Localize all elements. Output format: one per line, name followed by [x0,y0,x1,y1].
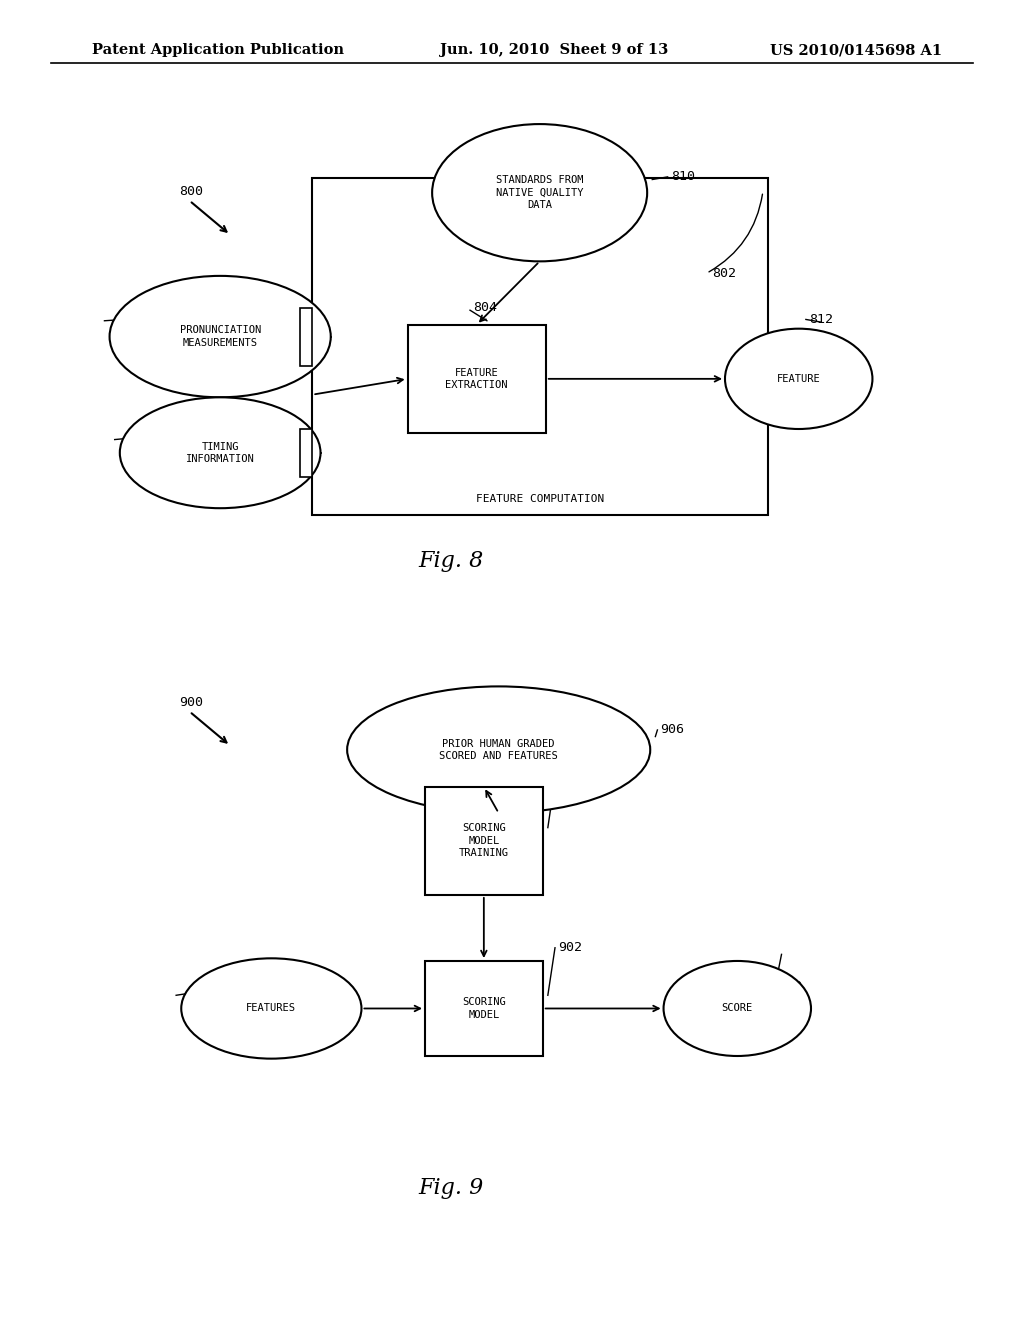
Ellipse shape [347,686,650,813]
Text: Jun. 10, 2010  Sheet 9 of 13: Jun. 10, 2010 Sheet 9 of 13 [440,44,669,57]
Ellipse shape [120,397,321,508]
Text: 810: 810 [671,170,694,183]
Bar [425,787,543,895]
Text: FEATURES: FEATURES [247,1003,296,1014]
Ellipse shape [181,958,361,1059]
Text: SCORING
MODEL
TRAINING: SCORING MODEL TRAINING [459,824,509,858]
Text: 802: 802 [712,267,735,280]
Text: PRONUNCIATION
MEASUREMENTS: PRONUNCIATION MEASUREMENTS [179,326,261,347]
Bar [300,308,312,366]
Text: SCORE: SCORE [722,1003,753,1014]
Ellipse shape [432,124,647,261]
Text: Fig. 8: Fig. 8 [418,550,483,572]
Bar [408,325,546,433]
Bar [300,429,312,477]
Text: TIMING
INFORMATION: TIMING INFORMATION [185,442,255,463]
Ellipse shape [110,276,331,397]
Text: 812: 812 [809,313,833,326]
Text: 902: 902 [558,941,582,954]
Ellipse shape [664,961,811,1056]
Text: FEATURE COMPUTATION: FEATURE COMPUTATION [475,494,604,504]
Text: 808: 808 [172,425,196,438]
Text: US 2010/0145698 A1: US 2010/0145698 A1 [770,44,942,57]
Text: 906: 906 [660,723,684,737]
Text: 900: 900 [179,696,203,709]
Text: PRIOR HUMAN GRADED
SCORED AND FEATURES: PRIOR HUMAN GRADED SCORED AND FEATURES [439,739,558,760]
Text: FEATURE: FEATURE [777,374,820,384]
Text: 804: 804 [473,301,497,314]
Bar [312,178,768,515]
Text: Patent Application Publication: Patent Application Publication [92,44,344,57]
Ellipse shape [725,329,872,429]
Text: 910: 910 [207,979,230,993]
Text: SCORING
MODEL: SCORING MODEL [462,998,506,1019]
Text: FEATURE
EXTRACTION: FEATURE EXTRACTION [445,368,508,389]
Text: Fig. 9: Fig. 9 [418,1177,483,1199]
Text: 904: 904 [558,772,582,785]
Text: 800: 800 [179,185,203,198]
Bar [425,961,543,1056]
Text: STANDARDS FROM
NATIVE QUALITY
DATA: STANDARDS FROM NATIVE QUALITY DATA [496,176,584,210]
Text: 908: 908 [778,979,802,993]
Text: 806: 806 [172,308,196,321]
